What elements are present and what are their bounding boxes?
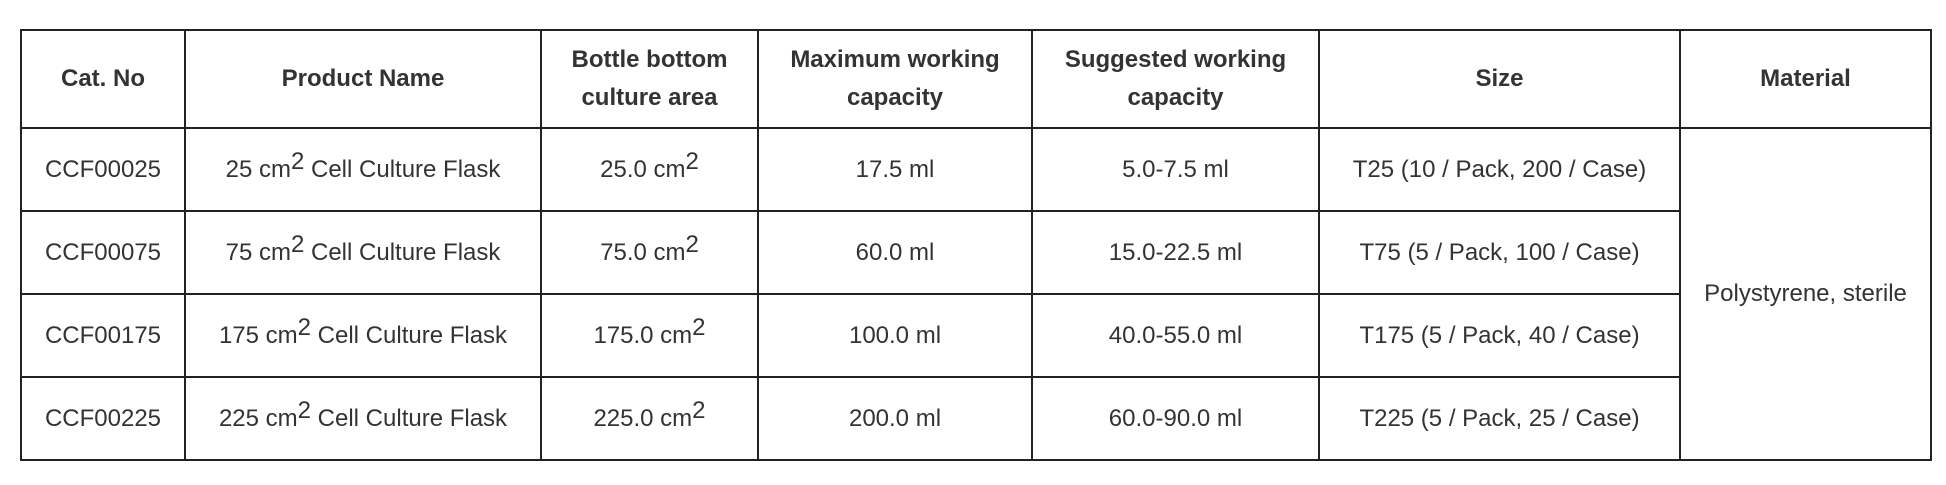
max-capacity-cell: 17.5 ml: [757, 127, 1033, 212]
superscript: 2: [692, 313, 706, 341]
header-suggested-capacity: Suggested working capacity: [1031, 29, 1320, 129]
name-number: 225 cm: [218, 404, 298, 432]
culture-area-cell: 175.0 cm2: [540, 293, 759, 378]
superscript: 2: [290, 230, 305, 258]
name-text: Cell Culture Flask: [304, 155, 501, 183]
header-max-capacity: Maximum working capacity: [757, 29, 1033, 129]
name-number: 25 cm: [225, 155, 291, 183]
culture-area-cell: 225.0 cm2: [540, 376, 759, 461]
header-cat-no: Cat. No: [20, 29, 186, 129]
suggested-capacity-cell: 5.0-7.5 ml: [1031, 127, 1320, 212]
superscript: 2: [685, 147, 699, 175]
max-capacity-cell: 200.0 ml: [757, 376, 1033, 461]
table-row: CCF00025 25 cm2 Cell Culture Flask 25.0 cm…: [20, 127, 1932, 461]
max-capacity-cell: 100.0 ml: [757, 293, 1033, 378]
area-value: 75.0 cm: [600, 238, 686, 266]
area-value: 25.0 cm: [600, 155, 686, 183]
superscript: 2: [297, 396, 311, 424]
suggested-capacity-cell: 15.0-22.5 ml: [1031, 210, 1320, 295]
cat-no-cell: CCF00025: [20, 127, 186, 212]
material-cell: Polystyrene, sterile: [1679, 127, 1932, 461]
header-size: Size: [1318, 29, 1681, 129]
cat-no-cell: CCF00175: [20, 293, 186, 378]
name-text: Cell Culture Flask: [304, 238, 501, 266]
suggested-capacity-cell: 60.0-90.0 ml: [1031, 376, 1320, 461]
product-spec-table: Cat. No Product Name Bottle bottom cultu…: [20, 29, 1932, 461]
name-number: 175 cm: [218, 321, 298, 349]
cat-no-cell: CCF00225: [20, 376, 186, 461]
table-row: CCF00175 175 cm2 Cell Culture Flask 175.0 …: [20, 293, 1931, 378]
area-value: 225.0 cm: [593, 404, 693, 432]
culture-area-cell: 75.0 cm2: [540, 210, 759, 295]
superscript: 2: [290, 147, 305, 175]
product-name-cell: 225 cm2 Cell Culture Flask: [184, 376, 542, 461]
cat-no-cell: CCF00075: [20, 210, 186, 295]
product-name-cell: 75 cm2 Cell Culture Flask: [184, 210, 542, 295]
superscript: 2: [297, 313, 311, 341]
size-cell: T75 (5 / Pack, 100 / Case): [1318, 210, 1681, 295]
table-row: CCF00225 225 cm2 Cell Culture Flask 225.0 …: [20, 376, 1931, 461]
product-name-cell: 25 cm2 Cell Culture Flask: [184, 127, 542, 212]
product-name-cell: 175 cm2 Cell Culture Flask: [184, 293, 542, 378]
size-cell: T225 (5 / Pack, 25 / Case): [1318, 376, 1681, 461]
size-cell: T25 (10 / Pack, 200 / Case): [1318, 127, 1681, 212]
header-product-name: Product Name: [184, 29, 542, 129]
header-material: Material: [1679, 29, 1932, 129]
superscript: 2: [692, 396, 706, 424]
header-culture-area: Bottle bottom culture area: [540, 29, 759, 129]
culture-area-cell: 25.0 cm2: [540, 127, 759, 212]
name-text: Cell Culture Flask: [311, 321, 508, 349]
name-number: 75 cm: [225, 238, 291, 266]
superscript: 2: [685, 230, 699, 258]
table-row: CCF00075 75 cm2 Cell Culture Flask 75.0 cm…: [20, 210, 1931, 295]
suggested-capacity-cell: 40.0-55.0 ml: [1031, 293, 1320, 378]
header-row: Cat. No Product Name Bottle bottom cultu…: [20, 29, 1932, 129]
max-capacity-cell: 60.0 ml: [757, 210, 1033, 295]
name-text: Cell Culture Flask: [311, 404, 508, 432]
size-cell: T175 (5 / Pack, 40 / Case): [1318, 293, 1681, 378]
area-value: 175.0 cm: [593, 321, 693, 349]
